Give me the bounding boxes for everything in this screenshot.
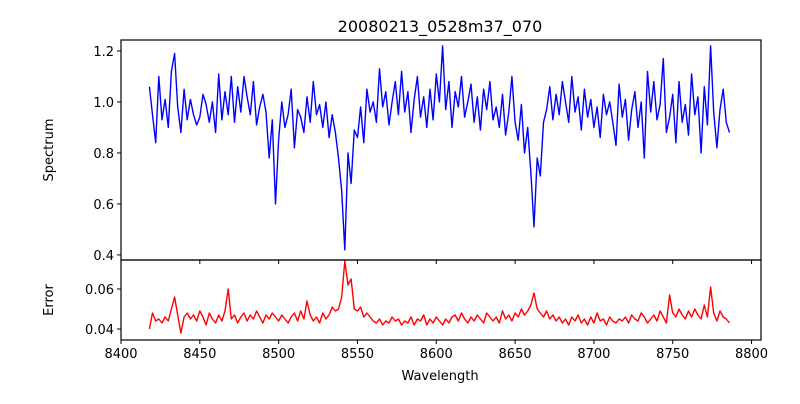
x-tick-label: 8600 [420, 347, 453, 362]
x-tick-label: 8400 [104, 347, 137, 362]
y-tick-label: 0.6 [93, 198, 114, 213]
y-tick-label: 0.8 [93, 147, 114, 162]
x-axis-label: Wavelength [401, 369, 478, 384]
x-tick-label: 8750 [656, 347, 689, 362]
x-tick-label: 8650 [499, 347, 532, 362]
error-series-line [148, 260, 731, 334]
spectrum-series-line [148, 45, 731, 251]
y-tick-label: 0.4 [93, 249, 114, 264]
x-tick-label: 8500 [262, 347, 295, 362]
x-tick-label: 8800 [735, 347, 768, 362]
y-tick-label: 0.06 [85, 283, 114, 298]
error-axes: 0.04 0.06 8400 8450 8500 8550 8600 8650 8700 8750… [85, 259, 768, 362]
axes-frame [120, 259, 762, 341]
x-tick-label: 8700 [577, 347, 610, 362]
x-tick-label: 8550 [341, 347, 374, 362]
chart-title: 20080213_0528m37_070 [338, 17, 543, 37]
y-tick-label: 1.2 [93, 45, 114, 60]
y-tick-label: 0.04 [85, 323, 114, 338]
x-tick-label: 8450 [183, 347, 216, 362]
y-tick-label: 1.0 [93, 96, 114, 111]
spectrum-y-label: Spectrum [42, 119, 57, 182]
error-y-label: Error [42, 284, 57, 316]
spectrum-axes: 0.4 0.6 0.8 1.0 1.2 [93, 39, 762, 264]
